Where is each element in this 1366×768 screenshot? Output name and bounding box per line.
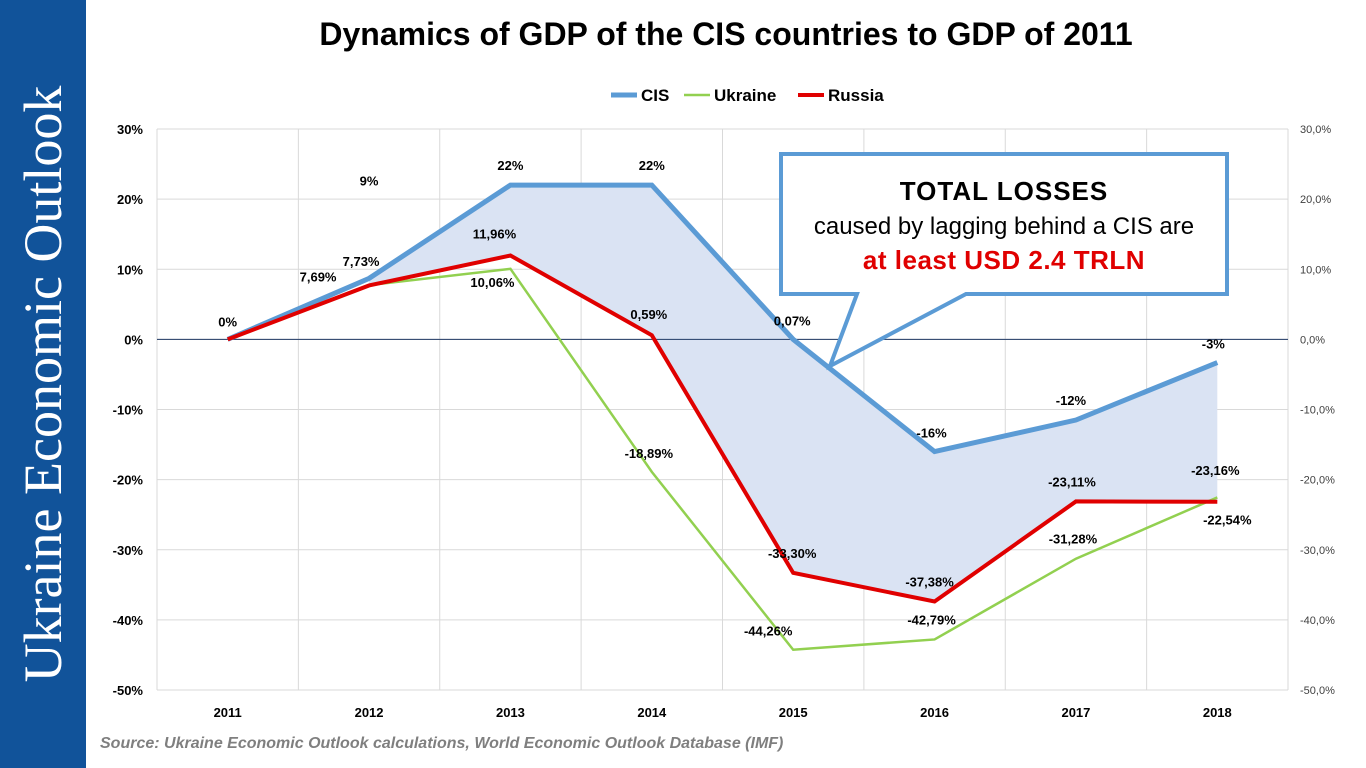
ukraine-data-label: 7,73% xyxy=(343,254,380,269)
cis-data-label: 22% xyxy=(639,158,665,173)
x-tick-label: 2011 xyxy=(214,705,242,720)
x-tick-label: 2013 xyxy=(496,705,525,720)
x-tick-label: 2014 xyxy=(637,705,667,720)
loss-area xyxy=(369,185,1218,602)
callout-border xyxy=(779,152,1229,371)
y-tick-left: -10% xyxy=(113,403,144,418)
y-tick-right: 0,0% xyxy=(1300,334,1325,346)
cis-data-label: 0,07% xyxy=(774,313,811,328)
data-labels: 0% 9% 22% 22% 0,07% -16% -12% -3% 7,73% 10,06% -18… xyxy=(218,158,1252,639)
y-tick-right: -30,0% xyxy=(1300,545,1335,557)
russia-line xyxy=(226,253,1218,604)
ukraine-data-label: -18,89% xyxy=(625,446,674,461)
callout-shape xyxy=(779,152,1229,371)
y-tick-right: 30,0% xyxy=(1300,124,1331,136)
callout-title: TOTAL LOSSES xyxy=(899,176,1109,206)
ukraine-data-label: -22,54% xyxy=(1203,512,1252,527)
y-tick-left: 20% xyxy=(117,192,143,207)
y-tick-right: -20,0% xyxy=(1300,475,1335,487)
cis-data-label: -12% xyxy=(1056,393,1087,408)
x-tick-label: 2015 xyxy=(779,705,808,720)
y-tick-left: -20% xyxy=(113,473,144,488)
y-tick-left: -30% xyxy=(113,543,144,558)
ukraine-data-label: -42,79% xyxy=(907,612,956,627)
cis-legend-label: CIS xyxy=(641,86,669,105)
y-tick-right: 10,0% xyxy=(1300,264,1331,276)
russia-legend-label: Russia xyxy=(828,86,884,105)
ukraine-legend-label: Ukraine xyxy=(714,86,776,105)
x-tick-label: 2016 xyxy=(920,705,949,720)
sidebar-title: Ukraine Economic Outlook xyxy=(13,85,73,683)
sidebar: Ukraine Economic Outlook xyxy=(0,0,86,768)
ukraine-data-label: -44,26% xyxy=(744,624,793,639)
x-tick-label: 2017 xyxy=(1061,705,1090,720)
tick-labels: 30% 20% 10% 0% -10% -20% -30% -40% -50% 30,0% 20,0… xyxy=(113,122,1335,720)
y-tick-left: -40% xyxy=(113,613,144,628)
callout-text: caused by lagging behind a CIS are xyxy=(813,213,1195,240)
callout-box: TOTAL LOSSES caused by lagging behind a … xyxy=(781,154,1227,294)
y-tick-left: 10% xyxy=(117,262,143,277)
cis-data-label: 9% xyxy=(360,173,379,188)
russia-data-label: -23,11% xyxy=(1048,474,1096,489)
y-tick-left: -50% xyxy=(113,683,144,698)
x-tick-label: 2012 xyxy=(355,705,384,720)
russia-data-label: 7,69% xyxy=(300,269,337,284)
ukraine-data-label: -31,28% xyxy=(1049,532,1098,547)
cis-data-label: 0% xyxy=(218,314,237,329)
ukraine-data-label: 10,06% xyxy=(470,275,515,290)
russia-data-label: -33,30% xyxy=(768,546,817,561)
cis-line xyxy=(226,182,1219,455)
gdp-line-chart: 30% 20% 10% 0% -10% -20% -30% -40% -50% 30,0% 20,0… xyxy=(113,86,1335,720)
y-tick-left: 0% xyxy=(124,332,143,347)
legend: CIS Ukraine Russia xyxy=(611,86,884,105)
y-tick-right: -40,0% xyxy=(1300,615,1335,627)
y-tick-right: -10,0% xyxy=(1300,405,1335,417)
y-tick-right: 20,0% xyxy=(1300,194,1331,206)
russia-data-label: -23,16% xyxy=(1191,463,1240,478)
loss-area-fill xyxy=(369,185,1218,602)
y-tick-left: 30% xyxy=(117,122,143,137)
russia-data-label: 0,59% xyxy=(630,307,667,322)
x-tick-label: 2018 xyxy=(1203,705,1232,720)
cis-data-label: -16% xyxy=(916,426,947,441)
series-lines xyxy=(226,182,1219,652)
callout-highlight: at least USD 2.4 TRLN xyxy=(862,245,1146,275)
source-note: Source: Ukraine Economic Outlook calcula… xyxy=(100,735,784,752)
cis-data-label: -3% xyxy=(1202,337,1226,352)
chart-title: Dynamics of GDP of the CIS countries to … xyxy=(319,16,1133,52)
y-tick-right: -50,0% xyxy=(1300,685,1335,697)
cis-data-label: 22% xyxy=(497,158,523,173)
russia-data-label: 11,96% xyxy=(473,227,517,242)
russia-data-label: -37,38% xyxy=(905,575,954,590)
